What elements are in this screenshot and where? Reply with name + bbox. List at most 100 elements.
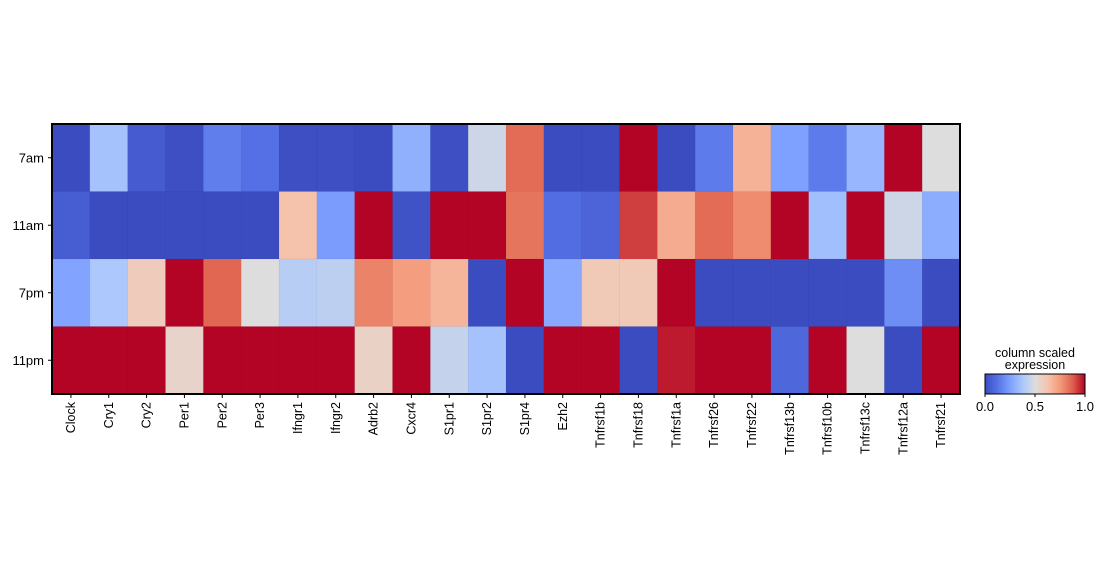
heatmap-cell-7am-S1pr1 — [430, 123, 469, 193]
column-label: Adrb2 — [367, 402, 381, 435]
heatmap-cell-7am-S1pr4 — [505, 123, 545, 193]
heatmap-cell-11pm-Cry1 — [89, 326, 129, 395]
heatmap-cell-11pm-Cxcr4 — [392, 326, 431, 395]
heatmap-cell-11am-Ifngr2 — [316, 191, 356, 260]
heatmap-cell-11pm-Tnfrsf1b — [581, 326, 621, 395]
colorbar-tick-label: 0.5 — [1026, 399, 1044, 414]
colorbar-tick-label: 1.0 — [1076, 399, 1094, 414]
heatmap-cell-11am-Tnfrsf26 — [694, 191, 734, 260]
heatmap-cell-11am-Ifngr1 — [278, 191, 318, 260]
heatmap-cell-7pm-Per2 — [203, 258, 242, 328]
heatmap-cell-11am-Cxcr4 — [392, 191, 431, 260]
heatmap-cell-11am-Cry1 — [89, 191, 129, 260]
heatmap-cell-7am-Cxcr4 — [392, 123, 431, 193]
heatmap-cell-11pm-Ezh2 — [543, 326, 583, 395]
heatmap-cell-11pm-Tnfrsf18 — [619, 326, 658, 395]
column-label: Tnfrsf21 — [934, 402, 948, 448]
heatmap-cell-7pm-Ifngr2 — [316, 258, 356, 328]
heatmap-cell-11pm-S1pr2 — [467, 326, 507, 395]
heatmap-cell-11pm-Tnfrsf10b — [808, 326, 848, 395]
row-label: 7am — [19, 150, 44, 165]
heatmap-cell-7am-Tnfrsf26 — [694, 123, 734, 193]
column-label: Ifngr2 — [329, 402, 343, 434]
heatmap-cell-11am-Clock — [51, 191, 91, 260]
heatmap-cell-11pm-Tnfrsf21 — [921, 326, 961, 395]
heatmap-cell-7am-Tnfrsf12a — [884, 123, 923, 193]
column-label: Tnfrsf10b — [821, 402, 835, 455]
heatmap-cell-7am-Adrb2 — [354, 123, 394, 193]
heatmap-cell-7pm-Cxcr4 — [392, 258, 431, 328]
column-label: Tnfrsf1b — [594, 402, 608, 448]
heatmap-cell-11am-Tnfrsf21 — [921, 191, 961, 260]
heatmap-cell-7am-Tnfrsf1b — [581, 123, 621, 193]
heatmap-cell-11am-Adrb2 — [354, 191, 394, 260]
column-label: Ezh2 — [556, 402, 570, 431]
heatmap-cell-11pm-Clock — [51, 326, 91, 395]
heatmap-cell-11pm-Cry2 — [127, 326, 167, 395]
heatmap-cell-11pm-Adrb2 — [354, 326, 394, 395]
heatmap-cell-7pm-S1pr2 — [467, 258, 507, 328]
column-label: S1pr4 — [518, 402, 532, 435]
heatmap-cell-7pm-Adrb2 — [354, 258, 394, 328]
heatmap-cell-7am-Ifngr2 — [316, 123, 356, 193]
column-label: Tnfrsf13b — [783, 402, 797, 455]
heatmap-cell-7pm-Clock — [51, 258, 91, 328]
heatmap-cell-7pm-Tnfrsf10b — [808, 258, 848, 328]
row-labels: 7am 11am 7pm 11pm — [12, 150, 52, 368]
colorbar-gradient — [984, 373, 1086, 395]
heatmap-cell-11am-Per2 — [203, 191, 242, 260]
heatmap-cell-7am-Tnfrsf18 — [619, 123, 658, 193]
column-label: S1pr1 — [442, 402, 456, 435]
heatmap-cell-11pm-Tnfrsf13c — [846, 326, 885, 395]
heatmap-cell-11am-Tnfrsf18 — [619, 191, 658, 260]
column-label: Tnfrsf26 — [707, 402, 721, 448]
heatmap-cell-7pm-Ifngr1 — [278, 258, 318, 328]
column-label: S1pr2 — [480, 402, 494, 435]
heatmap-cell-11am-Tnfrsf10b — [808, 191, 848, 260]
heatmap-cell-11pm-Tnfrsf26 — [694, 326, 734, 395]
heatmap-cell-7pm-Tnfrsf1b — [581, 258, 621, 328]
column-label: Per1 — [177, 402, 191, 428]
heatmap-cell-7pm-Tnfrsf13c — [846, 258, 885, 328]
heatmap-cell-11pm-Tnfrsf13b — [770, 326, 810, 395]
heatmap-cell-11pm-Ifngr1 — [278, 326, 318, 395]
colorbar-title-line-2: expression — [1005, 358, 1065, 372]
column-label: Ifngr1 — [291, 402, 305, 434]
heatmap-cell-7am-Tnfrsf22 — [732, 123, 772, 193]
column-label: Tnfrsf18 — [631, 402, 645, 448]
heatmap-cell-11pm-S1pr4 — [505, 326, 545, 395]
row-label: 7pm — [19, 285, 44, 300]
heatmap-cell-7am-Per3 — [240, 123, 280, 193]
colorbar: column scaled expression 0.0 0.5 1.0 — [976, 346, 1094, 414]
heatmap-cell-11pm-Tnfrsf12a — [884, 326, 923, 395]
colorbar-tick-label: 0.0 — [976, 399, 994, 414]
row-label: 11am — [12, 218, 44, 233]
heatmap-cell-7am-S1pr2 — [467, 123, 507, 193]
column-label: Tnfrsf13c — [858, 402, 872, 454]
heatmap-cell-7am-Cry2 — [127, 123, 167, 193]
heatmap-cell-7am-Ifngr1 — [278, 123, 318, 193]
heatmap-cell-11am-S1pr4 — [505, 191, 545, 260]
heatmap-cell-11am-Tnfrsf1a — [657, 191, 696, 260]
heatmap-cell-7am-Clock — [51, 123, 91, 193]
heatmap-cell-7pm-Cry1 — [89, 258, 129, 328]
heatmap-cell-7pm-Cry2 — [127, 258, 167, 328]
column-label: Per2 — [215, 402, 229, 428]
column-label: Cxcr4 — [404, 402, 418, 435]
heatmap-cell-11pm-Tnfrsf1a — [657, 326, 696, 395]
heatmap-cell-11pm-Per1 — [165, 326, 204, 395]
heatmap-cell-7pm-Tnfrsf13b — [770, 258, 810, 328]
heatmap-cell-11am-Tnfrsf13b — [770, 191, 810, 260]
heatmap-cell-7am-Per2 — [203, 123, 242, 193]
heatmap-cell-11am-S1pr2 — [467, 191, 507, 260]
heatmap-cell-11pm-Per2 — [203, 326, 242, 395]
heatmap-cell-11am-Tnfrsf1b — [581, 191, 621, 260]
heatmap-cell-7am-Per1 — [165, 123, 204, 193]
heatmap-cell-11pm-Tnfrsf22 — [732, 326, 772, 395]
heatmap-cell-11pm-Ifngr2 — [316, 326, 356, 395]
heatmap-cell-7pm-S1pr4 — [505, 258, 545, 328]
heatmap-cell-7am-Cry1 — [89, 123, 129, 193]
heatmap-cell-7am-Tnfrsf13c — [846, 123, 885, 193]
heatmap-cell-7pm-Per1 — [165, 258, 204, 328]
